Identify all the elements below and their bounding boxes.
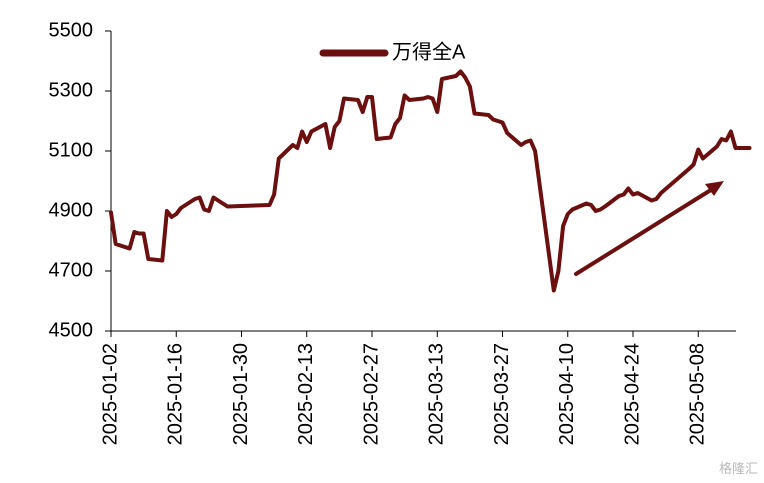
y-tick-label: 4500 (49, 319, 94, 341)
x-tick-label: 2025-02-27 (360, 343, 382, 445)
trend-arrow (574, 181, 724, 276)
x-tick-label: 2025-03-13 (426, 343, 448, 445)
y-axis: 4500 4700 4900 5100 5300 5500 (49, 19, 112, 341)
x-tick-label: 2025-01-02 (99, 343, 121, 445)
x-tick-label: 2025-01-30 (230, 343, 252, 445)
y-tick-label: 5100 (49, 139, 94, 161)
watermark: 格隆汇 (718, 462, 758, 477)
y-tick-label: 5300 (49, 79, 94, 101)
x-tick-label: 2025-02-13 (295, 343, 317, 445)
y-tick-label: 4700 (49, 259, 94, 281)
y-tick-label: 4900 (49, 199, 94, 221)
x-tick-label: 2025-01-16 (165, 343, 187, 445)
x-tick-label: 2025-04-10 (556, 343, 578, 445)
trend-arrow-head (705, 181, 724, 196)
x-tick-label: 2025-05-08 (687, 343, 709, 445)
x-tick-label: 2025-03-27 (491, 343, 513, 445)
trend-arrow-shaft (574, 186, 716, 276)
y-tick-label: 5500 (49, 19, 94, 41)
legend: 万得全A (319, 40, 466, 63)
series-line-wande-all-a (109, 69, 752, 293)
x-tick-label: 2025-04-24 (621, 343, 643, 445)
x-axis: 2025-01-02 2025-01-16 2025-01-30 2025-02-13… (99, 330, 736, 445)
legend-label: 万得全A (392, 40, 466, 63)
